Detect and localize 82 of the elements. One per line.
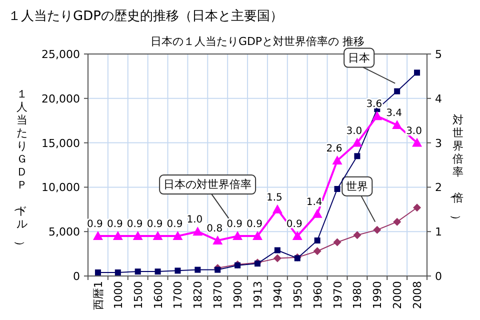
point <box>353 231 362 240</box>
point <box>212 235 223 244</box>
y-tick-label: 25,000 <box>42 48 80 61</box>
x-tick-label: 1913 <box>252 281 264 309</box>
point <box>414 70 420 76</box>
point <box>132 231 143 240</box>
title: １人当たりGDPの歴史的推移（日本と主要国） <box>8 9 283 24</box>
x-tick-label: 1980 <box>351 281 364 309</box>
point <box>392 120 402 130</box>
data-label: 0.9 <box>106 219 123 230</box>
point <box>174 268 181 274</box>
x-tick-label: 1970 <box>331 281 344 309</box>
data-label: 0.9 <box>166 219 183 230</box>
y2-tick-label: 4 <box>435 92 442 106</box>
x-tick-label: 1940 <box>271 281 284 309</box>
point <box>313 247 322 256</box>
data-label: 0.9 <box>146 219 163 230</box>
data-label: 0.9 <box>126 219 143 230</box>
point <box>272 204 282 214</box>
point <box>232 231 243 240</box>
point <box>152 231 163 240</box>
point <box>134 268 141 275</box>
data-label: 3.4 <box>386 108 402 120</box>
y2-tick-label: 2 <box>435 181 442 194</box>
point <box>373 226 382 234</box>
x-tick-label: 2000 <box>391 281 404 309</box>
x-tick-label: 1900 <box>232 281 245 309</box>
y2-tick-label: 1 <box>435 226 442 239</box>
x-tick-label: 1990 <box>371 281 384 309</box>
x-tick-label: 1820 <box>192 281 205 309</box>
point <box>194 266 201 273</box>
point <box>252 231 262 240</box>
point <box>332 156 342 165</box>
point <box>274 247 280 254</box>
x-tick-label: 1500 <box>132 281 145 309</box>
point <box>273 254 282 262</box>
point <box>214 266 221 273</box>
point <box>112 231 123 240</box>
ylabel: １人当たりＧＤＰ（ドル） <box>14 88 28 252</box>
point <box>172 231 183 240</box>
x-tick-label: 1870 <box>212 281 225 309</box>
subtitle: 日本の１人当たりGDPと対世界倍率の 推移 <box>150 35 365 48</box>
point <box>314 237 320 244</box>
y-tick-label: 15,000 <box>42 136 80 150</box>
point <box>154 268 161 275</box>
data-label: 3.0 <box>346 126 362 137</box>
point <box>394 88 400 94</box>
point <box>94 269 101 276</box>
point <box>372 111 382 120</box>
y-tick-label: 10,000 <box>42 181 80 194</box>
point <box>413 204 422 212</box>
point <box>334 186 340 192</box>
data-label: 2.6 <box>326 144 342 155</box>
point <box>393 218 402 226</box>
point <box>352 138 362 147</box>
data-label: 3.0 <box>406 126 422 137</box>
x-tick-label: 1000 <box>112 281 125 309</box>
x-tick-label: 1600 <box>152 281 165 309</box>
point <box>333 238 342 246</box>
point <box>312 208 322 218</box>
data-label: 0.8 <box>206 223 223 234</box>
point <box>292 231 302 240</box>
y2-tick-label: 5 <box>435 48 442 61</box>
point <box>192 226 203 236</box>
data-label: 1.5 <box>266 192 282 204</box>
x-tick-label: 1950 <box>291 281 304 309</box>
y-tick-label: 0 <box>73 270 80 283</box>
point <box>92 231 103 240</box>
y-tick-label: 20,000 <box>42 92 80 106</box>
y2-tick-label: 0 <box>435 270 442 283</box>
point <box>354 153 360 160</box>
x-tick-label: 1700 <box>172 281 185 309</box>
x-tick-label: 西暦1 <box>92 281 105 310</box>
point <box>114 269 121 276</box>
point <box>412 138 422 147</box>
x-tick-label: 1960 <box>311 281 324 309</box>
data-label: 3.6 <box>366 99 382 110</box>
y-tick-label: 5,000 <box>48 226 80 239</box>
data-label: 1.0 <box>186 214 203 226</box>
data-label: 0.9 <box>246 219 262 230</box>
y2-tick-label: 3 <box>435 136 442 150</box>
x-tick-label: 2008 <box>411 281 424 309</box>
